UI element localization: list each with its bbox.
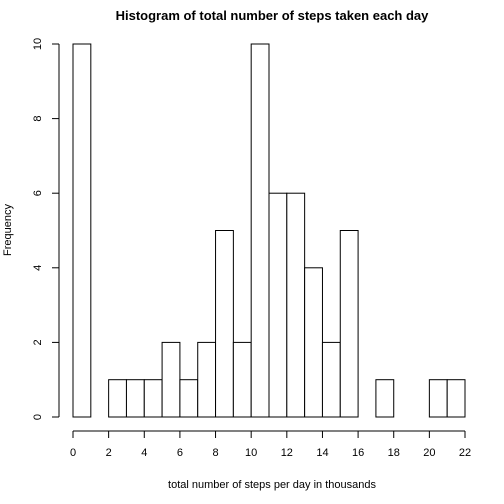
histogram-bar-17-18 xyxy=(375,379,395,418)
x-tick-label: 6 xyxy=(177,447,183,459)
histogram-bar-4-5 xyxy=(143,379,163,418)
chart-title: Histogram of total number of steps taken… xyxy=(116,8,430,23)
y-tick-label: 8 xyxy=(32,116,44,122)
x-tick-label: 12 xyxy=(281,447,293,459)
histogram-bar-12-13 xyxy=(286,192,306,418)
histogram-bar-21-22 xyxy=(446,379,466,418)
x-tick-label: 0 xyxy=(70,447,76,459)
histogram-bar-15-16 xyxy=(339,230,359,418)
y-tick-label: 10 xyxy=(32,38,44,50)
x-tick-label: 18 xyxy=(388,447,400,459)
histogram-bar-10-11 xyxy=(250,43,270,418)
histogram-bar-14-15 xyxy=(321,341,341,418)
histogram-bar-7-8 xyxy=(197,341,217,418)
y-axis-title: Frequency xyxy=(2,204,14,256)
x-tick-label: 22 xyxy=(459,447,471,459)
bars-group xyxy=(72,43,466,418)
x-tick-label: 10 xyxy=(245,447,257,459)
x-tick-label: 8 xyxy=(212,447,218,459)
x-tick-label: 2 xyxy=(106,447,112,459)
histogram-bar-20-21 xyxy=(428,379,448,418)
y-tick-label: 2 xyxy=(32,339,44,345)
y-axis: 0 2 4 6 8 10 xyxy=(32,38,60,420)
x-tick-label: 14 xyxy=(316,447,328,459)
histogram-bar-3-4 xyxy=(125,379,145,418)
histogram-bar-11-12 xyxy=(268,192,288,418)
histogram-bar-2-3 xyxy=(108,379,127,418)
x-axis-title: total number of steps per day in thousan… xyxy=(168,479,376,491)
x-tick-label: 4 xyxy=(141,447,147,459)
histogram-bar-8-9 xyxy=(215,230,234,418)
y-tick-label: 0 xyxy=(32,414,44,420)
x-tick-label: 20 xyxy=(423,447,435,459)
x-axis: 0 2 4 6 8 10 12 14 16 18 20 22 xyxy=(70,430,471,459)
histogram-bar-6-7 xyxy=(179,379,199,418)
histogram-bar-13-14 xyxy=(304,267,323,418)
histogram-bar-9-10 xyxy=(232,341,252,418)
histogram-bar-5-6 xyxy=(161,341,181,418)
y-tick-label: 4 xyxy=(32,265,44,271)
x-tick-label: 16 xyxy=(352,447,364,459)
histogram-bar-0-1 xyxy=(72,43,92,418)
y-tick-label: 6 xyxy=(32,190,44,196)
